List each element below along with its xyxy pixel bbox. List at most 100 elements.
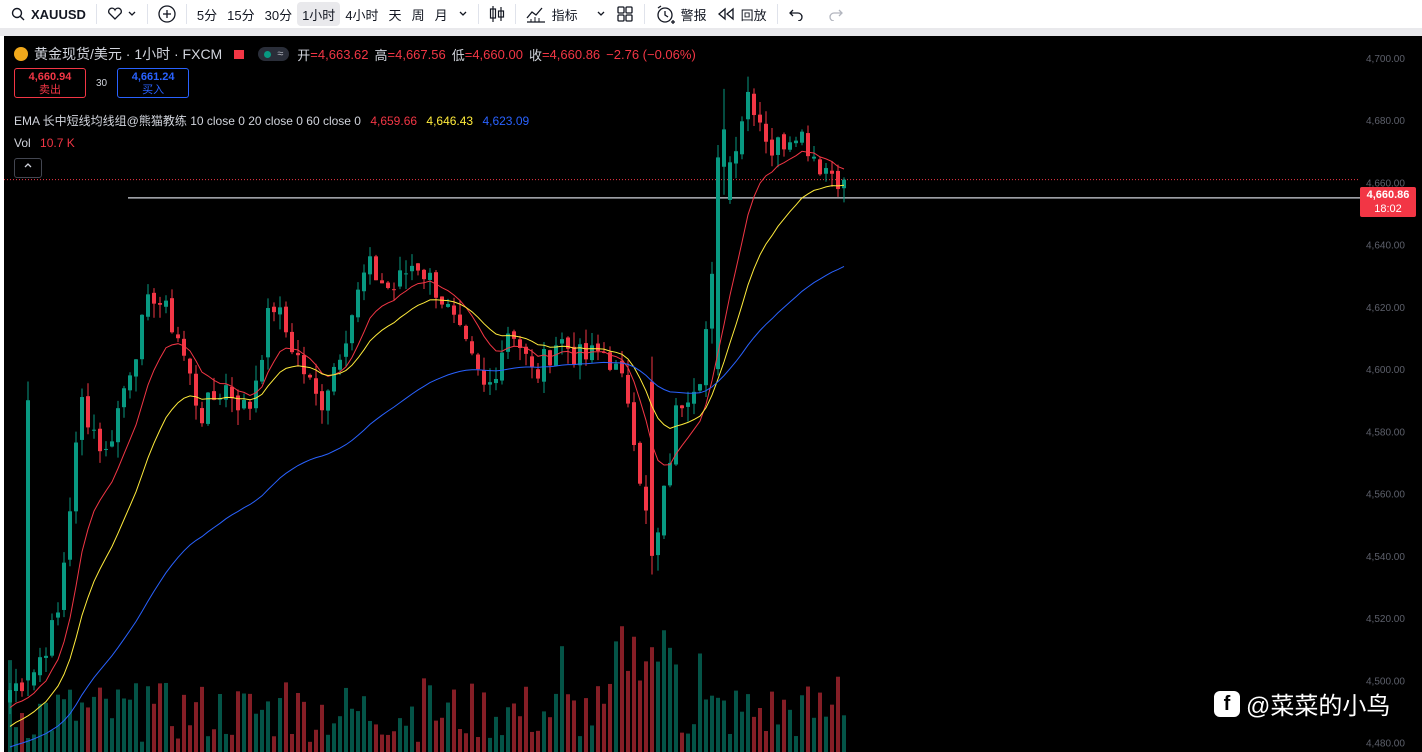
candle-body [800,131,804,143]
buy-button[interactable]: 4,661.24 买入 [117,68,190,98]
volume-bar [806,686,810,752]
interval-4h[interactable]: 4小时 [345,7,379,23]
candle-body [650,381,654,556]
candle-body [188,358,192,374]
volume-bar [302,701,306,752]
candle-body [326,390,330,411]
candle-body [476,354,480,370]
buy-label: 买入 [142,84,165,96]
undo-icon [788,9,803,21]
market-status-pill[interactable]: ≈ [258,47,290,61]
volume-bar [668,647,672,752]
volume-bar [398,718,402,752]
candle-body [704,329,708,386]
volume-bar [602,703,606,752]
interval-dropdown[interactable] [453,2,473,26]
interval-month[interactable]: 月 [434,7,448,23]
low-value: =4,660.00 [464,46,523,62]
candle-body [680,405,684,409]
volume-bar [140,741,144,752]
close-value: =4,660.86 [541,46,601,62]
candle-body [260,359,264,382]
chart-canvas[interactable]: 4,700.00 4,680.00 4,660.00 4,640.00 4,620.00… [4,36,1422,752]
last-price-tag: 4,660.86 18:02 [1360,187,1416,217]
volume-bar [728,733,732,752]
volume-bar [710,695,714,752]
candle-body [146,294,150,317]
flag-icon[interactable] [234,49,245,59]
volume-bar [50,730,54,752]
volume-bar [662,630,666,752]
interval-day[interactable]: 天 [388,7,402,23]
price-chart[interactable]: 4,700.00 4,680.00 4,660.00 4,640.00 4,620.00… [4,36,1422,752]
candle-body [644,486,648,511]
volume-bar [842,715,846,752]
chevron-down-icon [128,11,136,16]
candle-body [728,162,732,200]
volume-bar [326,734,330,752]
collapse-legend-button[interactable] [14,158,42,178]
interval-1h[interactable]: 1小时 [297,2,341,26]
volume-bar [134,683,138,752]
indicators-label: 指标 [551,7,578,23]
volume-bar [512,703,516,752]
redo-button[interactable] [823,2,849,26]
alert-button[interactable]: 警报 [650,2,712,26]
volume-bar [524,686,528,752]
volume-bar [404,725,408,752]
candle-body [140,314,144,360]
sell-button[interactable]: 4,660.94 卖出 [14,68,86,98]
divider [477,4,479,24]
volume-legend[interactable]: Vol 10.7 K [14,136,75,150]
volume-bar [836,676,840,752]
low-label: 低 [451,47,465,63]
volume-bar [200,686,204,752]
ema-legend[interactable]: EMA 长中短线均线组@熊猫教练 10 close 0 20 close 0 6… [14,112,529,129]
interval-week[interactable]: 周 [411,7,425,23]
indicators-button[interactable]: 指标 [521,2,583,26]
candle-body [536,369,540,379]
volume-bar [494,716,498,752]
ema60-line [9,265,845,748]
candle-body [44,655,48,658]
divider [185,4,187,24]
interval-15m[interactable]: 15分 [227,7,255,23]
interval-30m[interactable]: 30分 [264,7,293,23]
ema20-line [9,184,845,727]
divider [95,4,97,24]
toolbar-divider-strip [0,28,1422,36]
candle-body [152,292,156,304]
candle-body [308,374,312,378]
volume-bar [464,733,468,752]
volume-bar [614,641,618,752]
divider [776,4,778,24]
volume-bar [500,735,504,752]
layout-button[interactable] [611,2,639,26]
grid-icon [616,6,633,22]
interval-5m[interactable]: 5分 [196,7,218,23]
candle-body [164,300,168,307]
chart-type-menu[interactable] [102,2,142,26]
candle-body [788,142,792,150]
candle-body [116,408,120,443]
candle-body [332,366,336,392]
volume-bar [344,687,348,752]
replay-button[interactable]: 回放 [712,2,772,26]
compare-button[interactable] [153,2,181,26]
volume-bar [788,709,792,752]
candle-body [92,429,96,431]
symbol-search[interactable]: XAUUSD [6,2,91,26]
candle-body [692,391,696,404]
ema60-value: 4,623.09 [482,114,530,128]
candle-style-button[interactable] [484,2,510,26]
volume-bar [62,699,66,752]
volume-bar [740,711,744,752]
volume-bar [656,661,660,752]
candle-body [350,315,354,344]
volume-bar [572,700,576,752]
indicators-dropdown[interactable] [591,2,611,26]
undo-button[interactable] [783,2,809,26]
candle-body [506,333,510,352]
candle-body [86,396,90,428]
candle-body [386,282,390,288]
